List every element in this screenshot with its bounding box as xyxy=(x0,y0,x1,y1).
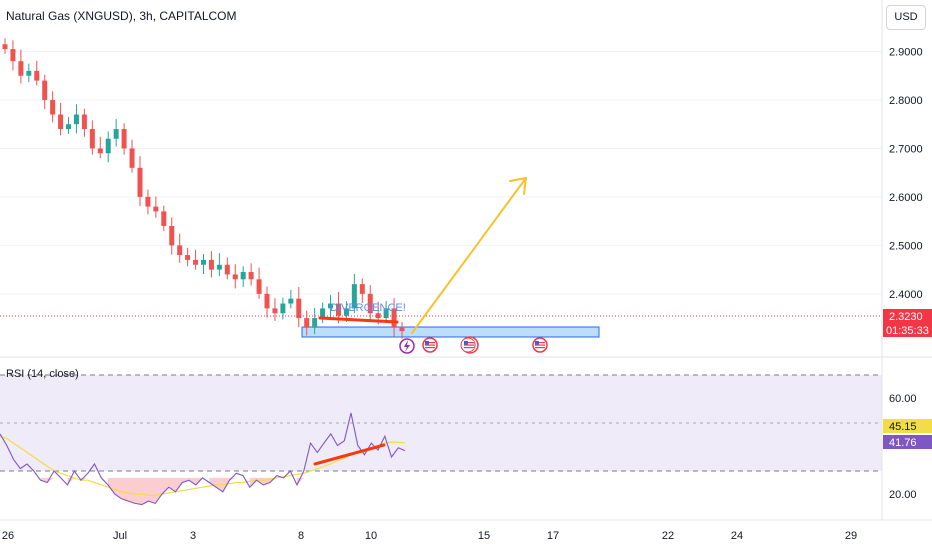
candle-body xyxy=(81,114,87,130)
time-axis: 26 Jul 3 8 10 15 17 22 24 29 xyxy=(2,530,857,542)
candle-body xyxy=(367,293,373,314)
rsi-tick-label: 20.00 xyxy=(889,489,917,501)
candle-body xyxy=(193,259,199,265)
event-marker-us-flag[interactable] xyxy=(422,337,438,353)
rsi-line xyxy=(0,412,406,506)
candle-body xyxy=(232,274,238,280)
rsi-ma-line xyxy=(0,435,406,496)
countdown-value: 01:35:33 xyxy=(886,325,929,337)
candle-body xyxy=(312,318,318,328)
price-tick-label: 2.5000 xyxy=(889,240,923,252)
candle-body xyxy=(26,70,32,76)
candle-body xyxy=(2,44,8,50)
candle-body xyxy=(161,211,167,226)
time-tick-label: 8 xyxy=(298,530,304,542)
candle-body xyxy=(137,167,143,197)
candle-body xyxy=(50,99,56,115)
event-marker-lightning[interactable] xyxy=(399,338,415,354)
candle-body xyxy=(169,225,175,246)
support-zone[interactable] xyxy=(301,326,600,338)
rsi-value: 41.76 xyxy=(889,437,917,449)
price-tick-label: 2.6000 xyxy=(889,192,923,204)
candle-body xyxy=(208,259,214,270)
candle-body xyxy=(272,308,278,314)
candle-body xyxy=(335,303,341,316)
rsi-divergence-line xyxy=(313,443,386,466)
candle-body xyxy=(153,206,159,212)
divergence-label: DIVERGENCE! xyxy=(330,302,406,314)
price-tick-label: 2.4000 xyxy=(889,289,923,301)
rsi-value-badge xyxy=(883,435,932,449)
rsi-ma-value: 45.15 xyxy=(889,421,917,433)
time-tick-label: 26 xyxy=(2,530,14,542)
candle-body xyxy=(351,284,357,309)
candle-body xyxy=(73,114,79,125)
candle-body xyxy=(391,308,397,328)
candle-body xyxy=(18,61,24,76)
event-marker-us-flag[interactable] xyxy=(460,336,479,354)
candle-body xyxy=(201,259,206,265)
candle-body xyxy=(280,303,286,314)
candle-body xyxy=(113,129,119,139)
time-tick-label: 15 xyxy=(478,530,490,542)
event-marker-us-flag[interactable] xyxy=(532,337,548,353)
chart-title: Natural Gas (XNGUSD), 3h, CAPITALCOM xyxy=(6,9,237,23)
time-tick-label: 10 xyxy=(365,530,377,542)
candle-body xyxy=(399,327,405,332)
candle-body xyxy=(343,308,349,316)
projection-arrow[interactable] xyxy=(411,177,527,334)
candle-body xyxy=(177,245,183,256)
candle-body xyxy=(256,279,262,294)
candle-body xyxy=(10,49,16,62)
candle-body xyxy=(328,303,334,309)
candle-body xyxy=(296,298,302,319)
candle-body xyxy=(121,129,127,149)
candle-body xyxy=(105,138,111,154)
price-tick-label: 2.9000 xyxy=(889,47,923,59)
candle-body xyxy=(97,148,103,154)
candle-body xyxy=(66,124,72,130)
rsi-title: RSI (14, close) xyxy=(6,368,79,380)
time-tick-label: 24 xyxy=(731,530,743,542)
price-tick-label: 2.8000 xyxy=(889,95,923,107)
rsi-tick-label: 60.00 xyxy=(889,393,917,405)
candle-body xyxy=(34,70,40,81)
time-tick-label: 29 xyxy=(845,530,857,542)
rsi-ma-badge xyxy=(883,419,932,433)
price-axis: 2.9000 2.8000 2.7000 2.6000 2.5000 2.4000 xyxy=(889,47,923,301)
candle-body xyxy=(320,308,326,319)
candle-body xyxy=(145,196,151,207)
currency-button[interactable]: USD xyxy=(886,5,926,30)
candle-body xyxy=(58,114,64,130)
candles-group xyxy=(2,38,405,339)
candle-body xyxy=(224,264,230,275)
candle-body xyxy=(359,284,365,294)
candle-body xyxy=(248,272,254,280)
current-price-badge xyxy=(883,309,932,323)
candle-body xyxy=(264,293,270,309)
countdown-badge xyxy=(883,323,932,337)
candle-body xyxy=(42,80,48,100)
projection-arrowhead xyxy=(509,177,527,195)
candle-body xyxy=(383,308,389,319)
time-tick-label: Jul xyxy=(113,530,127,542)
rsi-oversold-fill xyxy=(40,477,304,505)
time-tick-label: 17 xyxy=(547,530,559,542)
candle-body xyxy=(288,298,294,304)
candle-body xyxy=(89,129,95,149)
time-tick-label: 3 xyxy=(190,530,196,542)
candle-body xyxy=(185,255,191,260)
candle-body xyxy=(216,264,222,270)
current-price-value: 2.3230 xyxy=(889,311,923,323)
price-divergence-line xyxy=(318,316,399,324)
time-tick-label: 22 xyxy=(662,530,674,542)
candle-body xyxy=(240,272,246,280)
candle-body xyxy=(304,318,310,328)
price-tick-label: 2.7000 xyxy=(889,143,923,155)
candle-body xyxy=(129,148,135,168)
